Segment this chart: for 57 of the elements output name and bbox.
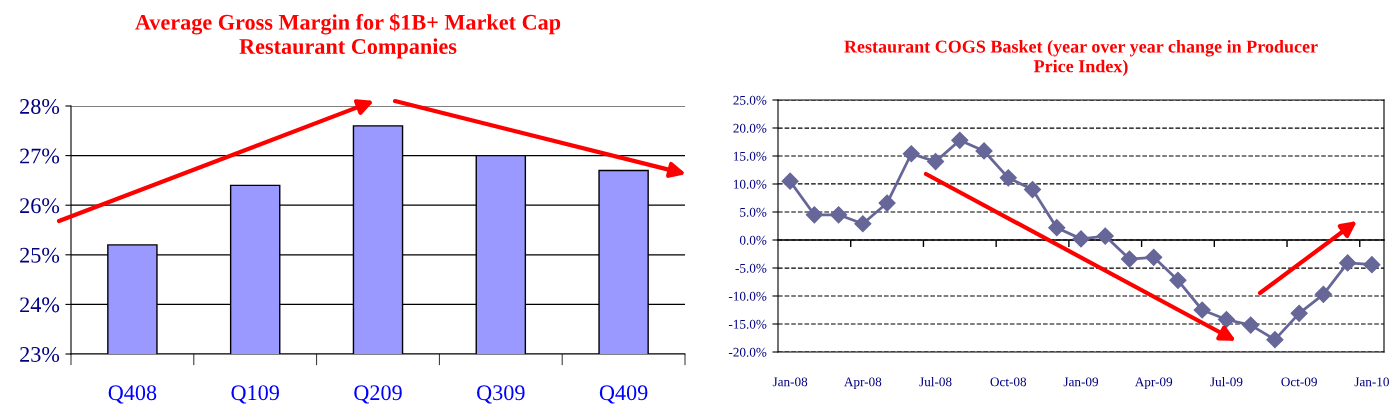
y-tick-label: 28%	[20, 98, 60, 114]
point	[1339, 254, 1357, 272]
chart-title: Restaurant COGS Basket (year over year change in Producer Price Index)	[844, 39, 1318, 77]
y-tick-label: -20.0%	[728, 347, 767, 357]
x-tick-label: Jul-08	[919, 377, 952, 387]
point	[1290, 304, 1308, 322]
y-tick-label: 26%	[20, 198, 60, 214]
point	[1169, 271, 1187, 289]
x-tick-label: Q408	[108, 385, 157, 404]
y-tick-label: 23%	[20, 346, 60, 362]
point	[1217, 310, 1235, 329]
y-tick-label: 15.0%	[733, 151, 767, 161]
y-tick-label: -5.0%	[735, 263, 767, 273]
x-tick-label: Jan-08	[772, 377, 808, 387]
point	[1193, 301, 1211, 319]
point	[999, 169, 1017, 187]
x-tick-label: Apr-08	[844, 377, 882, 389]
y-tick-label: 5.0%	[740, 207, 767, 217]
point	[1314, 285, 1332, 303]
y-tick-label: -15.0%	[728, 319, 767, 329]
point	[1363, 256, 1381, 274]
y-tick-label: 25%	[20, 247, 60, 263]
x-tick-label: Jan-09	[1063, 377, 1099, 387]
x-tick-label: Jul-09	[1210, 377, 1243, 387]
point	[878, 194, 896, 212]
y-tick-label: 10.0%	[733, 179, 767, 189]
x-tick-label: Oct-09	[1281, 377, 1317, 387]
x-tick-label: Q409	[599, 385, 648, 404]
point	[1048, 219, 1066, 237]
point	[805, 206, 823, 224]
point	[927, 153, 945, 171]
point	[951, 131, 969, 149]
chart-title: Average Gross Margin for $1B+ Market Cap Restaurant Companies	[135, 13, 561, 59]
x-tick-label: Apr-09	[1134, 377, 1173, 389]
point	[1266, 331, 1284, 349]
point	[781, 172, 799, 190]
x-tick-label: Q309	[477, 385, 525, 404]
point	[975, 142, 993, 160]
y-tick-label: 24%	[20, 297, 60, 313]
point	[1096, 227, 1114, 245]
point	[1242, 316, 1260, 334]
point	[1072, 230, 1090, 248]
point	[902, 145, 920, 163]
x-tick-label: Oct-08	[990, 377, 1027, 387]
y-tick-label: 27%	[20, 148, 60, 164]
y-tick-label: -10.0%	[728, 291, 767, 301]
x-tick-label: Q109	[231, 385, 279, 404]
point	[830, 206, 848, 224]
y-tick-label: 20.0%	[733, 123, 767, 133]
x-tick-label: Jan-10	[1354, 377, 1389, 387]
y-tick-label: 25.0%	[733, 95, 767, 105]
y-tick-label: 0.0%	[739, 235, 767, 245]
point	[1120, 250, 1139, 268]
point	[1023, 181, 1042, 199]
point	[854, 215, 872, 233]
point	[1145, 248, 1163, 266]
x-tick-label: Q209	[354, 385, 402, 404]
